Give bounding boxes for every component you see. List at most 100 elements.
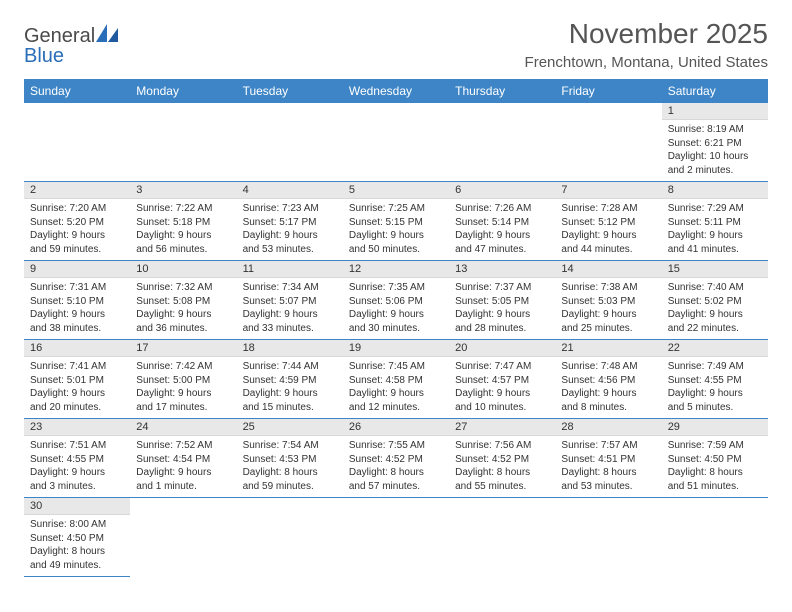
calendar-cell-empty bbox=[130, 498, 236, 577]
weekday-header: Thursday bbox=[449, 79, 555, 103]
calendar-row: 9Sunrise: 7:31 AMSunset: 5:10 PMDaylight… bbox=[24, 261, 768, 340]
calendar-cell: 26Sunrise: 7:55 AMSunset: 4:52 PMDayligh… bbox=[343, 419, 449, 498]
calendar-cell: 19Sunrise: 7:45 AMSunset: 4:58 PMDayligh… bbox=[343, 340, 449, 419]
weekday-header: Friday bbox=[555, 79, 661, 103]
day-number: 12 bbox=[343, 261, 449, 278]
day-info: Sunrise: 7:25 AMSunset: 5:15 PMDaylight:… bbox=[343, 199, 449, 260]
day-number: 2 bbox=[24, 182, 130, 199]
calendar-cell: 7Sunrise: 7:28 AMSunset: 5:12 PMDaylight… bbox=[555, 182, 661, 261]
day-info: Sunrise: 7:44 AMSunset: 4:59 PMDaylight:… bbox=[237, 357, 343, 418]
calendar-cell: 20Sunrise: 7:47 AMSunset: 4:57 PMDayligh… bbox=[449, 340, 555, 419]
day-number: 13 bbox=[449, 261, 555, 278]
day-info: Sunrise: 7:31 AMSunset: 5:10 PMDaylight:… bbox=[24, 278, 130, 339]
calendar-cell: 23Sunrise: 7:51 AMSunset: 4:55 PMDayligh… bbox=[24, 419, 130, 498]
calendar-cell: 18Sunrise: 7:44 AMSunset: 4:59 PMDayligh… bbox=[237, 340, 343, 419]
calendar-cell-empty bbox=[662, 498, 768, 577]
day-info: Sunrise: 7:57 AMSunset: 4:51 PMDaylight:… bbox=[555, 436, 661, 497]
calendar-cell: 3Sunrise: 7:22 AMSunset: 5:18 PMDaylight… bbox=[130, 182, 236, 261]
calendar-cell: 4Sunrise: 7:23 AMSunset: 5:17 PMDaylight… bbox=[237, 182, 343, 261]
calendar-cell: 17Sunrise: 7:42 AMSunset: 5:00 PMDayligh… bbox=[130, 340, 236, 419]
day-info: Sunrise: 8:19 AMSunset: 6:21 PMDaylight:… bbox=[662, 120, 768, 181]
day-info: Sunrise: 7:37 AMSunset: 5:05 PMDaylight:… bbox=[449, 278, 555, 339]
day-info: Sunrise: 7:52 AMSunset: 4:54 PMDaylight:… bbox=[130, 436, 236, 497]
calendar-cell: 25Sunrise: 7:54 AMSunset: 4:53 PMDayligh… bbox=[237, 419, 343, 498]
day-number: 22 bbox=[662, 340, 768, 357]
day-info: Sunrise: 7:32 AMSunset: 5:08 PMDaylight:… bbox=[130, 278, 236, 339]
calendar-cell: 15Sunrise: 7:40 AMSunset: 5:02 PMDayligh… bbox=[662, 261, 768, 340]
day-info: Sunrise: 7:35 AMSunset: 5:06 PMDaylight:… bbox=[343, 278, 449, 339]
calendar-cell: 10Sunrise: 7:32 AMSunset: 5:08 PMDayligh… bbox=[130, 261, 236, 340]
calendar-cell: 22Sunrise: 7:49 AMSunset: 4:55 PMDayligh… bbox=[662, 340, 768, 419]
weekday-header: Sunday bbox=[24, 79, 130, 103]
day-info: Sunrise: 7:51 AMSunset: 4:55 PMDaylight:… bbox=[24, 436, 130, 497]
day-info: Sunrise: 7:34 AMSunset: 5:07 PMDaylight:… bbox=[237, 278, 343, 339]
day-info: Sunrise: 7:23 AMSunset: 5:17 PMDaylight:… bbox=[237, 199, 343, 260]
day-info: Sunrise: 7:28 AMSunset: 5:12 PMDaylight:… bbox=[555, 199, 661, 260]
day-number: 27 bbox=[449, 419, 555, 436]
day-info: Sunrise: 7:41 AMSunset: 5:01 PMDaylight:… bbox=[24, 357, 130, 418]
day-number: 8 bbox=[662, 182, 768, 199]
calendar-cell: 9Sunrise: 7:31 AMSunset: 5:10 PMDaylight… bbox=[24, 261, 130, 340]
weekday-header: Wednesday bbox=[343, 79, 449, 103]
day-number: 7 bbox=[555, 182, 661, 199]
day-number: 1 bbox=[662, 103, 768, 120]
sail-icon bbox=[96, 24, 118, 42]
calendar-cell-empty bbox=[237, 103, 343, 182]
day-number: 10 bbox=[130, 261, 236, 278]
calendar-cell: 13Sunrise: 7:37 AMSunset: 5:05 PMDayligh… bbox=[449, 261, 555, 340]
day-info: Sunrise: 8:00 AMSunset: 4:50 PMDaylight:… bbox=[24, 515, 130, 576]
day-number: 16 bbox=[24, 340, 130, 357]
calendar-cell-empty bbox=[555, 103, 661, 182]
calendar-cell: 27Sunrise: 7:56 AMSunset: 4:52 PMDayligh… bbox=[449, 419, 555, 498]
calendar-cell-empty bbox=[24, 103, 130, 182]
day-info: Sunrise: 7:45 AMSunset: 4:58 PMDaylight:… bbox=[343, 357, 449, 418]
title-block: November 2025 Frenchtown, Montana, Unite… bbox=[525, 18, 768, 71]
day-number: 25 bbox=[237, 419, 343, 436]
day-info: Sunrise: 7:59 AMSunset: 4:50 PMDaylight:… bbox=[662, 436, 768, 497]
day-number: 11 bbox=[237, 261, 343, 278]
logo-text-general: General bbox=[24, 25, 95, 47]
calendar-cell: 6Sunrise: 7:26 AMSunset: 5:14 PMDaylight… bbox=[449, 182, 555, 261]
calendar-cell: 28Sunrise: 7:57 AMSunset: 4:51 PMDayligh… bbox=[555, 419, 661, 498]
calendar-cell-empty bbox=[130, 103, 236, 182]
day-info: Sunrise: 7:29 AMSunset: 5:11 PMDaylight:… bbox=[662, 199, 768, 260]
calendar-cell: 14Sunrise: 7:38 AMSunset: 5:03 PMDayligh… bbox=[555, 261, 661, 340]
calendar-cell: 24Sunrise: 7:52 AMSunset: 4:54 PMDayligh… bbox=[130, 419, 236, 498]
calendar-row: 23Sunrise: 7:51 AMSunset: 4:55 PMDayligh… bbox=[24, 419, 768, 498]
day-number: 3 bbox=[130, 182, 236, 199]
day-info: Sunrise: 7:42 AMSunset: 5:00 PMDaylight:… bbox=[130, 357, 236, 418]
day-number: 30 bbox=[24, 498, 130, 515]
day-number: 24 bbox=[130, 419, 236, 436]
day-number: 19 bbox=[343, 340, 449, 357]
logo: GeneralBlue bbox=[24, 24, 118, 66]
day-number: 29 bbox=[662, 419, 768, 436]
calendar-cell-empty bbox=[449, 498, 555, 577]
calendar-cell: 11Sunrise: 7:34 AMSunset: 5:07 PMDayligh… bbox=[237, 261, 343, 340]
calendar-row: 16Sunrise: 7:41 AMSunset: 5:01 PMDayligh… bbox=[24, 340, 768, 419]
day-number: 26 bbox=[343, 419, 449, 436]
calendar-row: 30Sunrise: 8:00 AMSunset: 4:50 PMDayligh… bbox=[24, 498, 768, 577]
logo-text: GeneralBlue bbox=[24, 24, 118, 66]
day-number: 9 bbox=[24, 261, 130, 278]
day-info: Sunrise: 7:22 AMSunset: 5:18 PMDaylight:… bbox=[130, 199, 236, 260]
day-number: 6 bbox=[449, 182, 555, 199]
day-info: Sunrise: 7:49 AMSunset: 4:55 PMDaylight:… bbox=[662, 357, 768, 418]
calendar-cell: 16Sunrise: 7:41 AMSunset: 5:01 PMDayligh… bbox=[24, 340, 130, 419]
calendar-cell: 21Sunrise: 7:48 AMSunset: 4:56 PMDayligh… bbox=[555, 340, 661, 419]
day-number: 23 bbox=[24, 419, 130, 436]
day-number: 21 bbox=[555, 340, 661, 357]
day-info: Sunrise: 7:26 AMSunset: 5:14 PMDaylight:… bbox=[449, 199, 555, 260]
calendar-cell: 12Sunrise: 7:35 AMSunset: 5:06 PMDayligh… bbox=[343, 261, 449, 340]
calendar-cell-empty bbox=[237, 498, 343, 577]
calendar-cell: 5Sunrise: 7:25 AMSunset: 5:15 PMDaylight… bbox=[343, 182, 449, 261]
calendar-cell: 8Sunrise: 7:29 AMSunset: 5:11 PMDaylight… bbox=[662, 182, 768, 261]
calendar-cell-empty bbox=[343, 103, 449, 182]
calendar-row: 2Sunrise: 7:20 AMSunset: 5:20 PMDaylight… bbox=[24, 182, 768, 261]
day-number: 17 bbox=[130, 340, 236, 357]
day-info: Sunrise: 7:55 AMSunset: 4:52 PMDaylight:… bbox=[343, 436, 449, 497]
day-number: 4 bbox=[237, 182, 343, 199]
page-title: November 2025 bbox=[525, 18, 768, 50]
day-info: Sunrise: 7:38 AMSunset: 5:03 PMDaylight:… bbox=[555, 278, 661, 339]
weekday-header: Monday bbox=[130, 79, 236, 103]
day-info: Sunrise: 7:54 AMSunset: 4:53 PMDaylight:… bbox=[237, 436, 343, 497]
